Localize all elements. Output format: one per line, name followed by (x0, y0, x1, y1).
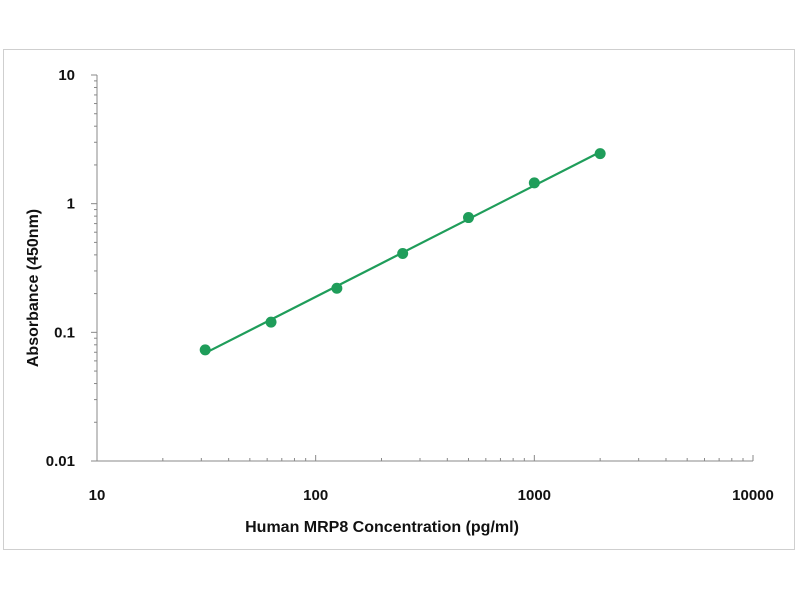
data-point-2 (331, 282, 343, 294)
y-axis-title: Absorbance (450nm) (25, 209, 42, 367)
y-tick-label-1: 1 (67, 196, 75, 213)
y-tick-labels: 10 1 0.1 0.01 (46, 67, 75, 470)
x-tick-label-10: 10 (89, 487, 106, 504)
x-tick-label-1000: 1000 (518, 487, 551, 504)
y-tick-label-0.01: 0.01 (46, 453, 75, 470)
series-group (199, 148, 606, 356)
chart-frame (3, 49, 795, 550)
x-tick-label-10000: 10000 (732, 487, 774, 504)
data-point-0 (199, 344, 211, 356)
data-point-4 (463, 212, 475, 224)
x-tick-labels: 10 100 1000 10000 (89, 487, 774, 504)
data-point-1 (265, 316, 277, 328)
y-tick-label-0.1: 0.1 (54, 324, 75, 341)
x-axis-title: Human MRP8 Concentration (pg/ml) (245, 519, 519, 536)
axes (91, 74, 754, 462)
y-tick-label-10: 10 (58, 67, 75, 84)
data-point-3 (397, 247, 409, 259)
data-point-6 (594, 148, 606, 160)
x-tick-label-100: 100 (303, 487, 328, 504)
data-point-5 (528, 177, 540, 189)
